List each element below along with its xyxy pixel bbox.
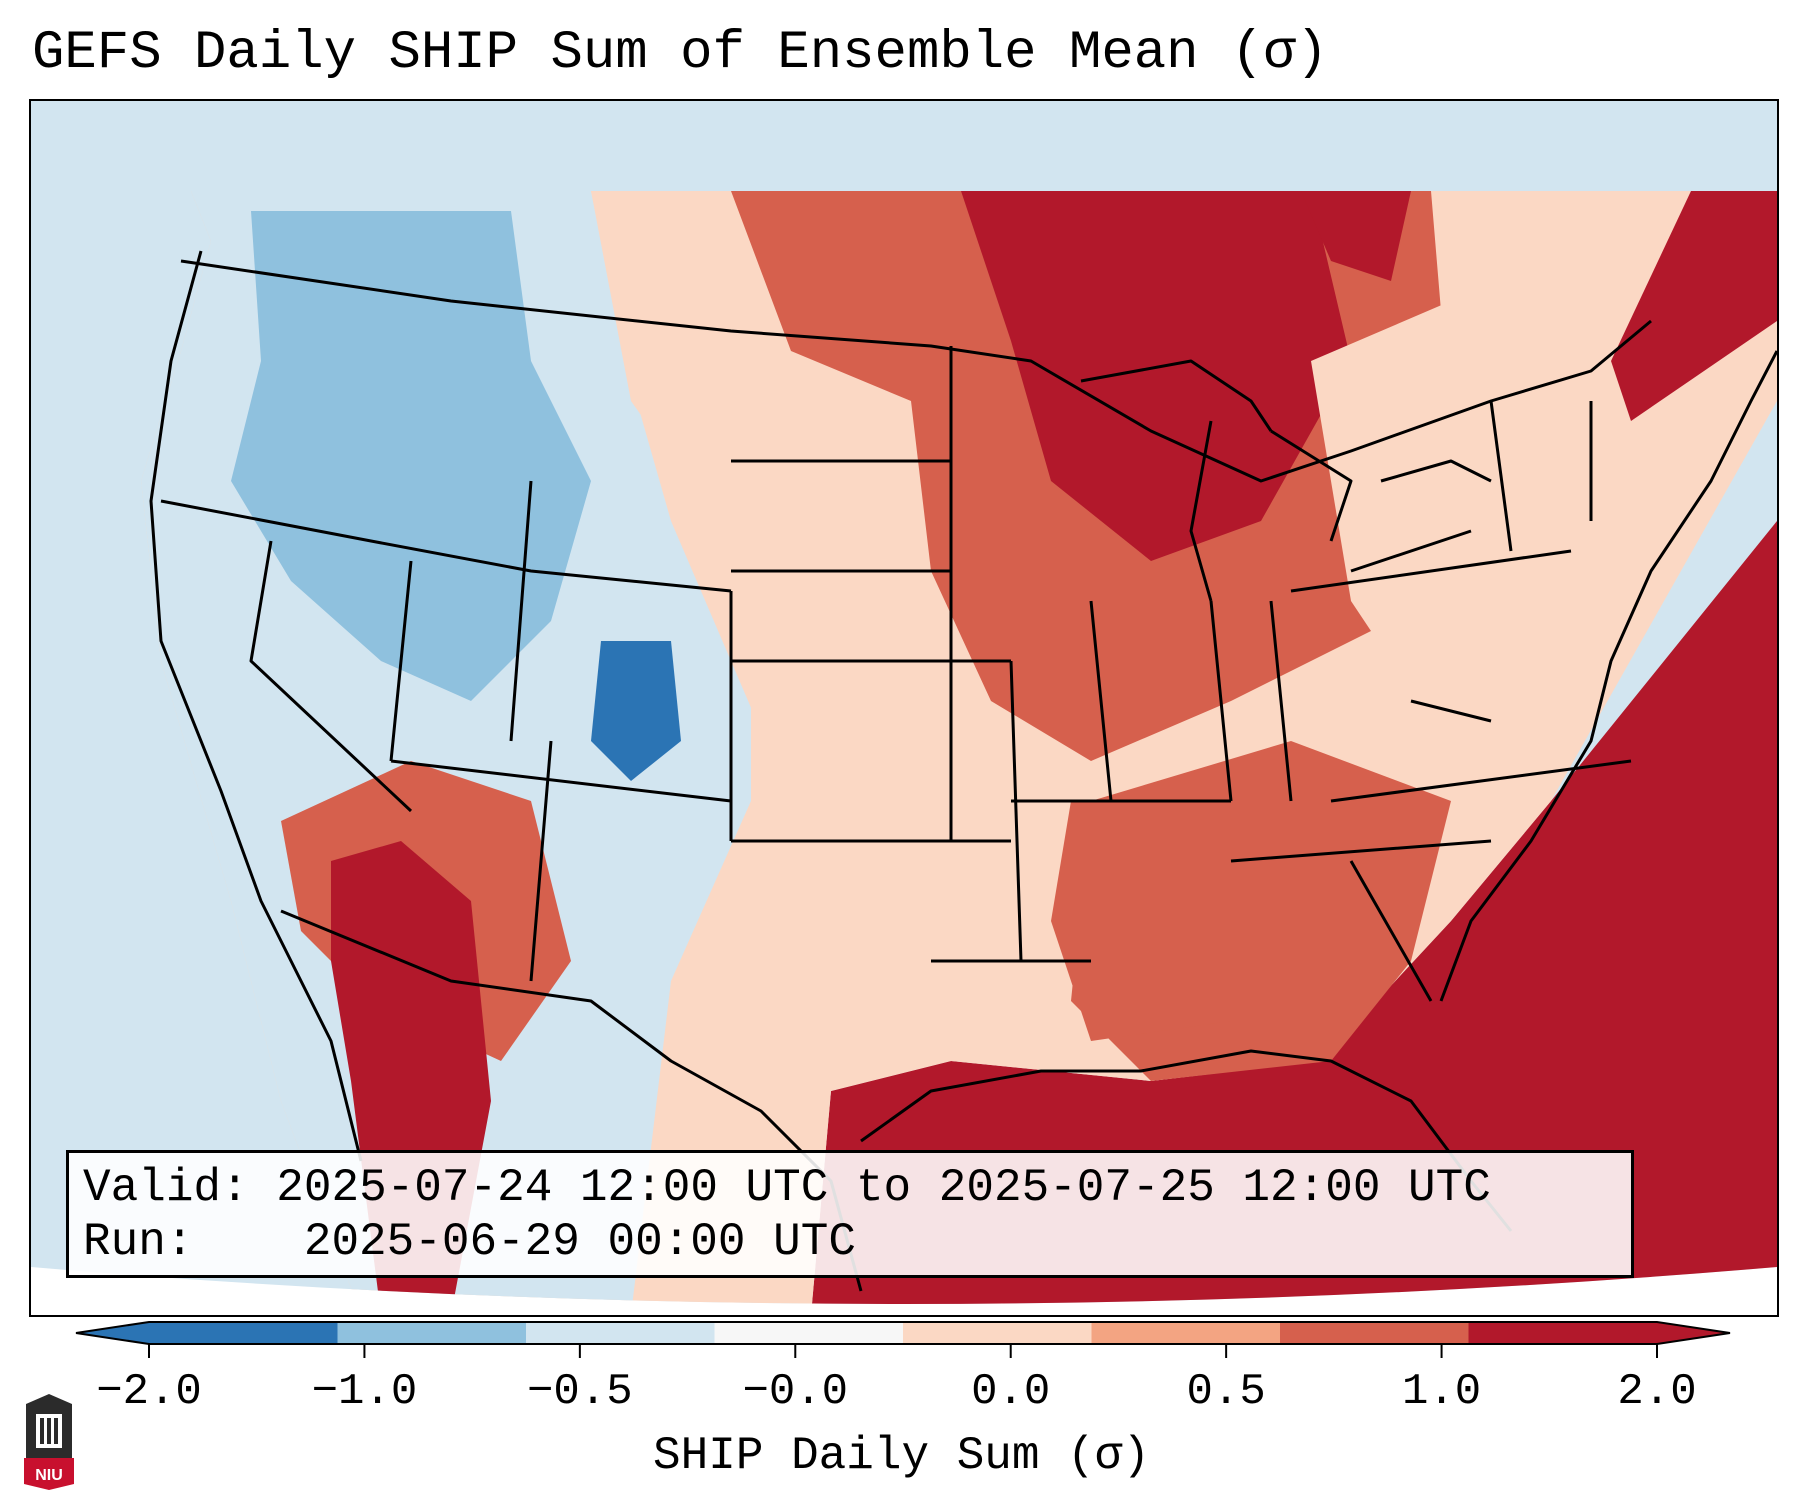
lower-mississippi-warm-anomaly xyxy=(1051,801,1231,1041)
map-panel xyxy=(29,99,1779,1317)
tick-label: 0.5 xyxy=(1186,1367,1266,1417)
tick-label: 2.0 xyxy=(1617,1367,1697,1417)
colorbar-segment xyxy=(149,1322,338,1344)
colorbar-segment xyxy=(337,1322,527,1344)
colorbar-tick-marks xyxy=(148,1344,1658,1358)
tick-label: −0.5 xyxy=(527,1367,633,1417)
quebec-strong-warm-anomaly xyxy=(1611,191,1777,421)
tick-label: 0.0 xyxy=(971,1367,1051,1417)
colorbar-segment xyxy=(1091,1322,1281,1344)
state-lines-west xyxy=(160,480,1011,982)
great-lakes-outline xyxy=(1080,359,1492,602)
state-lines-central xyxy=(731,346,1293,963)
colorbar-extend-low xyxy=(76,1322,149,1344)
niu-logo: NIU xyxy=(24,1394,74,1490)
tick-label: 1.0 xyxy=(1401,1367,1482,1417)
run-label: Run: xyxy=(83,1216,194,1268)
colorbar-segment xyxy=(526,1322,715,1344)
colorbar xyxy=(75,1321,1731,1358)
niu-logo-text: NIU xyxy=(35,1467,63,1484)
political-borders xyxy=(149,250,1777,1292)
colorbar-label: SHIP Daily Sum (σ) xyxy=(653,1430,1150,1482)
hudson-strong-warm-anomaly xyxy=(1301,191,1411,281)
state-lines-east xyxy=(1230,400,1632,1002)
west-coastline xyxy=(149,250,363,1162)
valid-time-line: Valid: 2025-07-24 12:00 UTC to 2025-07-2… xyxy=(83,1161,1491,1215)
colorbar-segment xyxy=(714,1322,904,1344)
atlantic-coastline xyxy=(1439,350,1777,1002)
map-title: GEFS Daily SHIP Sum of Ensemble Mean (σ) xyxy=(32,23,1329,84)
colorbar-extend-high xyxy=(1657,1322,1730,1344)
colorbar-segments xyxy=(149,1322,1658,1344)
tick-label: −1.0 xyxy=(311,1367,418,1417)
northwest-cool-anomaly xyxy=(231,211,591,701)
run-time-line: Run: 2025-06-29 00:00 UTC xyxy=(83,1215,856,1269)
tick-label: −0.0 xyxy=(742,1367,849,1417)
canada-us-border xyxy=(180,259,1652,483)
tick-label: −2.0 xyxy=(96,1367,202,1417)
valid-run-info-box: Valid: 2025-07-24 12:00 UTC to 2025-07-2… xyxy=(66,1150,1634,1278)
colorado-strong-cool-anomaly xyxy=(591,641,681,781)
atlantic-gulf-region xyxy=(811,401,1777,1304)
great-lakes-strong-warm-anomaly xyxy=(961,191,1351,561)
colorbar-segment xyxy=(1280,1322,1469,1344)
run-time-value: 2025-06-29 00:00 UTC xyxy=(303,1216,856,1268)
shaded-map xyxy=(31,101,1777,1304)
colorbar-segment xyxy=(1468,1322,1658,1344)
valid-time-value: 2025-07-24 12:00 UTC to 2025-07-25 12:00… xyxy=(276,1162,1491,1214)
valid-label: Valid: xyxy=(83,1162,249,1214)
colorbar-segment xyxy=(903,1322,1092,1344)
